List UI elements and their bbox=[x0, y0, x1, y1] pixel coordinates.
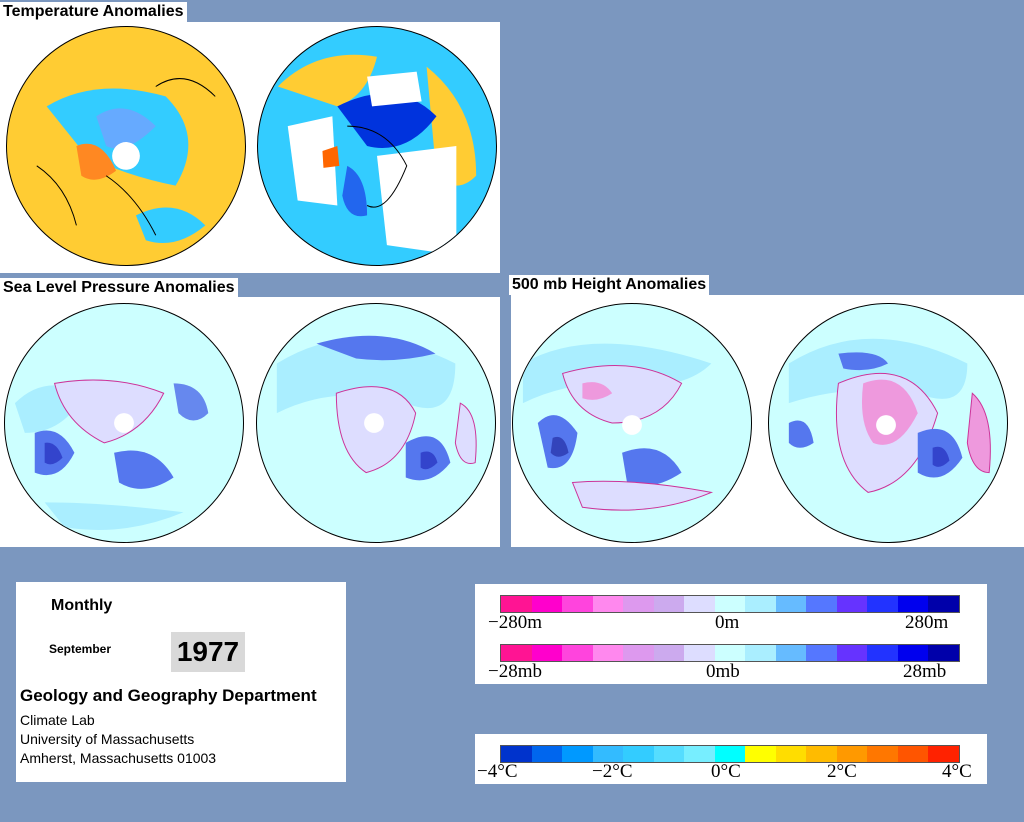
pressure-legend-min: −28mb bbox=[488, 661, 542, 682]
temperature-legend-swatch-3 bbox=[592, 746, 624, 762]
temperature-legend-swatch-13 bbox=[897, 746, 929, 762]
temperature-legend-swatch-1 bbox=[531, 746, 563, 762]
pressure-legend-swatch-1 bbox=[531, 645, 563, 661]
temperature-legend-plus4: 4°C bbox=[942, 761, 972, 782]
pressure-legend-swatch-14 bbox=[928, 645, 959, 661]
height-legend-swatch-12 bbox=[867, 596, 898, 612]
temperature-legend-minus4: −4°C bbox=[477, 761, 518, 782]
pressure-legend-swatch-4 bbox=[623, 645, 654, 661]
temperature-legend-swatch-10 bbox=[806, 746, 837, 762]
pressure-color-bar bbox=[500, 644, 960, 662]
address-label: Amherst, Massachusetts 01003 bbox=[20, 750, 217, 766]
temperature-title: Temperature Anomalies bbox=[0, 2, 187, 22]
period-label: Monthly bbox=[51, 597, 113, 614]
university-label: University of Massachusetts bbox=[20, 731, 195, 747]
department-label: Geology and Geography Department bbox=[20, 686, 317, 705]
height-legend-swatch-13 bbox=[897, 596, 929, 612]
temperature-north-globe bbox=[6, 26, 246, 266]
month-label: September bbox=[49, 642, 112, 656]
pressure-legend-swatch-3 bbox=[592, 645, 624, 661]
temperature-legend-swatch-7 bbox=[714, 746, 746, 762]
temperature-legend-swatch-4 bbox=[623, 746, 654, 762]
height-color-bar bbox=[500, 595, 960, 613]
slp-north-globe bbox=[4, 303, 244, 543]
temperature-legend-swatch-11 bbox=[836, 746, 868, 762]
year-label: 1977 bbox=[171, 632, 245, 672]
height-legend-swatch-3 bbox=[592, 596, 624, 612]
pressure-legend-swatch-12 bbox=[867, 645, 898, 661]
height-legend-swatch-4 bbox=[623, 596, 654, 612]
height-south-globe bbox=[768, 303, 1008, 543]
temperature-legend-swatch-5 bbox=[653, 746, 685, 762]
temperature-legend-zero: 0°C bbox=[711, 761, 741, 782]
temperature-legend: −4°C −2°C 0°C 2°C 4°C bbox=[475, 734, 987, 784]
slp-south-globe bbox=[256, 303, 496, 543]
pressure-legend-max: 28mb bbox=[903, 661, 947, 682]
temperature-legend-swatch-12 bbox=[867, 746, 898, 762]
temperature-legend-swatch-0 bbox=[501, 746, 532, 762]
temperature-color-bar bbox=[500, 745, 960, 763]
pressure-legend-swatch-7 bbox=[714, 645, 746, 661]
pressure-legend-swatch-10 bbox=[806, 645, 837, 661]
pressure-legend-center: 0mb bbox=[706, 661, 740, 682]
height-legend-swatch-9 bbox=[775, 596, 807, 612]
height-pressure-legend: −280m 0m 280m −28mb 0mb 28mb bbox=[475, 584, 987, 684]
pressure-legend-swatch-5 bbox=[653, 645, 685, 661]
slp-title: Sea Level Pressure Anomalies bbox=[0, 278, 238, 298]
height-legend-max: 280m bbox=[905, 612, 949, 633]
temperature-south-globe bbox=[257, 26, 497, 266]
height-legend-swatch-11 bbox=[836, 596, 868, 612]
pressure-legend-swatch-0 bbox=[501, 645, 532, 661]
height-legend-swatch-6 bbox=[684, 596, 715, 612]
temperature-legend-swatch-14 bbox=[928, 746, 959, 762]
height-legend-swatch-2 bbox=[562, 596, 593, 612]
lab-label: Climate Lab bbox=[20, 712, 95, 728]
height-legend-swatch-1 bbox=[531, 596, 563, 612]
temperature-legend-minus2: −2°C bbox=[592, 761, 633, 782]
temperature-legend-swatch-8 bbox=[745, 746, 776, 762]
temperature-legend-swatch-9 bbox=[775, 746, 807, 762]
height-north-globe bbox=[512, 303, 752, 543]
pressure-legend-swatch-2 bbox=[562, 645, 593, 661]
pressure-legend-swatch-6 bbox=[684, 645, 715, 661]
height-legend-swatch-5 bbox=[653, 596, 685, 612]
height-legend-swatch-7 bbox=[714, 596, 746, 612]
height-legend-swatch-14 bbox=[928, 596, 959, 612]
info-box: Monthly September 1977 Geology and Geogr… bbox=[16, 582, 346, 782]
pressure-legend-swatch-8 bbox=[745, 645, 776, 661]
height-legend-swatch-0 bbox=[501, 596, 532, 612]
height-legend-swatch-10 bbox=[806, 596, 837, 612]
height-legend-swatch-8 bbox=[745, 596, 776, 612]
pressure-legend-swatch-13 bbox=[897, 645, 929, 661]
pressure-legend-swatch-11 bbox=[836, 645, 868, 661]
temperature-legend-swatch-2 bbox=[562, 746, 593, 762]
temperature-legend-plus2: 2°C bbox=[827, 761, 857, 782]
pressure-legend-swatch-9 bbox=[775, 645, 807, 661]
height-legend-min: −280m bbox=[488, 612, 542, 633]
height-legend-center: 0m bbox=[715, 612, 740, 633]
height-title: 500 mb Height Anomalies bbox=[509, 275, 710, 295]
temperature-legend-swatch-6 bbox=[684, 746, 715, 762]
